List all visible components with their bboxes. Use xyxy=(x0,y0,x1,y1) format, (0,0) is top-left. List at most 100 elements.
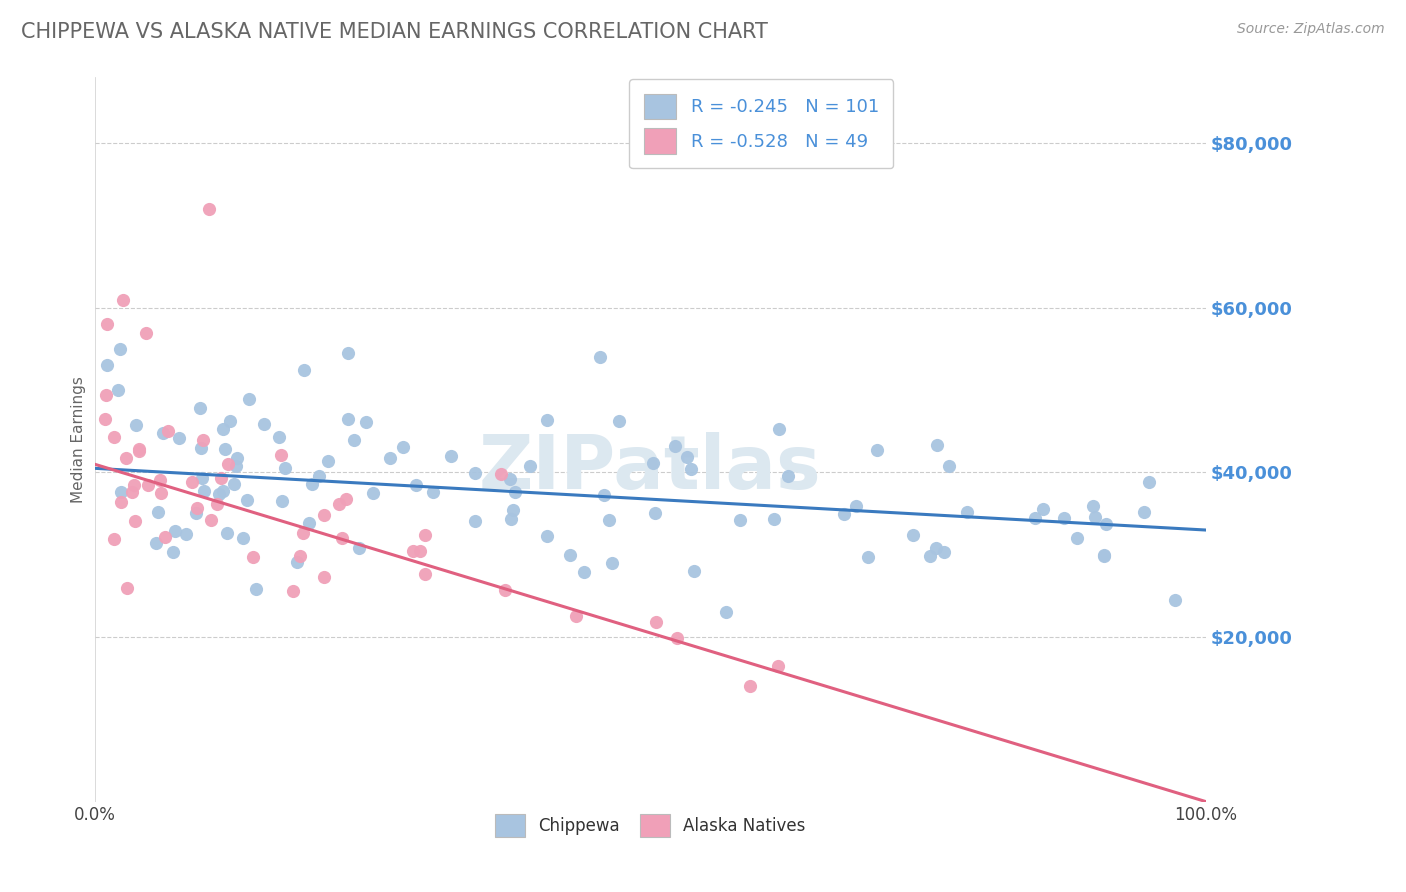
Point xyxy=(768,422,790,436)
Point xyxy=(1083,499,1105,513)
Point xyxy=(1132,505,1154,519)
Point xyxy=(413,566,436,581)
Point xyxy=(494,583,516,598)
Point xyxy=(115,581,138,595)
Point xyxy=(378,451,401,466)
Point xyxy=(1053,511,1076,525)
Point xyxy=(174,526,197,541)
Point xyxy=(285,555,308,569)
Point xyxy=(763,511,786,525)
Point xyxy=(335,491,357,506)
Point xyxy=(135,326,157,340)
Point xyxy=(413,528,436,542)
Point xyxy=(207,497,229,511)
Point xyxy=(232,532,254,546)
Y-axis label: Median Earnings: Median Earnings xyxy=(72,376,86,503)
Point xyxy=(343,434,366,448)
Point xyxy=(269,429,291,443)
Point xyxy=(288,549,311,564)
Point xyxy=(1024,511,1046,525)
Point xyxy=(558,548,581,562)
Point xyxy=(714,605,737,619)
Point xyxy=(103,430,125,444)
Point xyxy=(156,424,179,438)
Point xyxy=(217,457,239,471)
Point xyxy=(778,469,800,483)
Point xyxy=(361,486,384,500)
Point xyxy=(308,469,330,483)
Point xyxy=(235,493,257,508)
Point xyxy=(165,524,187,538)
Point xyxy=(128,442,150,456)
Point xyxy=(641,456,664,470)
Point xyxy=(356,415,378,429)
Point xyxy=(94,411,117,425)
Point xyxy=(274,460,297,475)
Point xyxy=(1084,510,1107,524)
Point xyxy=(856,549,879,564)
Point xyxy=(676,450,699,464)
Point xyxy=(927,438,949,452)
Point xyxy=(402,544,425,558)
Point xyxy=(125,418,148,433)
Point xyxy=(598,513,620,527)
Point xyxy=(316,454,339,468)
Point xyxy=(312,508,335,523)
Point xyxy=(536,529,558,543)
Point xyxy=(408,544,430,558)
Point xyxy=(128,444,150,458)
Point xyxy=(149,486,172,500)
Point xyxy=(271,494,294,508)
Point xyxy=(208,487,231,501)
Point xyxy=(330,531,353,545)
Point xyxy=(214,442,236,456)
Point xyxy=(519,458,541,473)
Point xyxy=(225,458,247,473)
Point xyxy=(114,451,136,466)
Point xyxy=(644,506,666,520)
Point xyxy=(593,488,616,502)
Point xyxy=(536,412,558,426)
Point xyxy=(664,439,686,453)
Point xyxy=(328,497,350,511)
Point xyxy=(845,500,868,514)
Text: ZIPatlas: ZIPatlas xyxy=(479,432,821,505)
Point xyxy=(193,484,215,499)
Point xyxy=(122,478,145,492)
Point xyxy=(238,392,260,406)
Point xyxy=(190,441,212,455)
Point xyxy=(866,443,889,458)
Point xyxy=(683,565,706,579)
Point xyxy=(938,458,960,473)
Point xyxy=(901,527,924,541)
Text: Source: ZipAtlas.com: Source: ZipAtlas.com xyxy=(1237,22,1385,37)
Point xyxy=(281,583,304,598)
Point xyxy=(294,362,316,376)
Point xyxy=(1092,549,1115,564)
Point xyxy=(301,476,323,491)
Point xyxy=(925,541,948,555)
Point xyxy=(589,350,612,364)
Point xyxy=(145,536,167,550)
Point xyxy=(665,631,688,645)
Point xyxy=(186,506,208,520)
Point xyxy=(212,483,235,498)
Point xyxy=(1137,475,1160,489)
Point xyxy=(1092,548,1115,562)
Point xyxy=(312,569,335,583)
Point xyxy=(738,679,761,693)
Point xyxy=(225,450,247,465)
Point xyxy=(270,449,292,463)
Point xyxy=(111,293,134,307)
Point xyxy=(121,485,143,500)
Point xyxy=(200,512,222,526)
Point xyxy=(956,505,979,519)
Point xyxy=(148,473,170,487)
Point xyxy=(499,471,522,485)
Point xyxy=(422,485,444,500)
Point xyxy=(186,501,208,516)
Point xyxy=(94,387,117,401)
Point xyxy=(392,440,415,454)
Point xyxy=(572,565,595,579)
Point xyxy=(291,525,314,540)
